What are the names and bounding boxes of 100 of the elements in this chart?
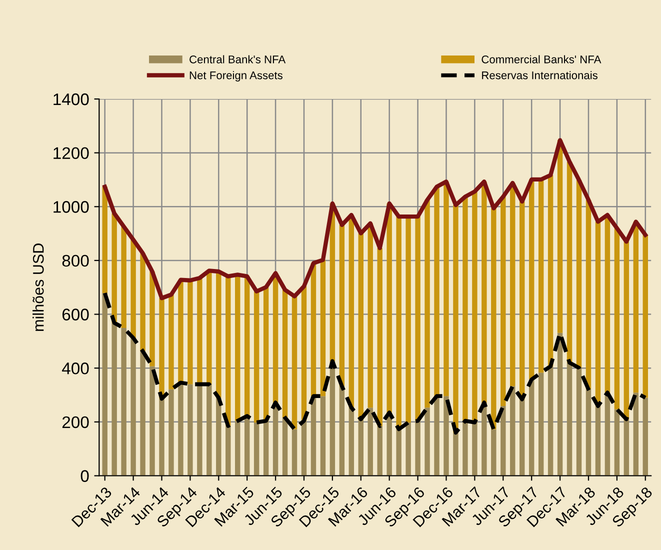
bar [528,179,534,380]
bar [292,429,298,476]
bar [254,422,260,476]
bar [377,248,382,426]
bar [244,276,250,416]
bar [130,240,136,338]
bar [140,253,146,352]
bar [301,420,307,476]
y-tick-label: 400 [62,362,89,374]
bar [178,382,184,476]
bar [348,408,354,476]
bar [566,162,572,363]
y-axis-title: milhões USD [32,244,44,331]
bar [453,432,458,476]
bar [159,298,164,399]
bar [415,216,420,421]
bar [188,280,193,384]
bar [102,186,108,294]
bar [320,260,326,396]
line-series [102,138,648,300]
bar [206,384,212,476]
bar [576,180,582,368]
bar [472,422,478,476]
bar [520,399,525,476]
bar [491,429,496,476]
bar [386,412,392,476]
bar [301,286,307,421]
bar [491,208,496,430]
bar [586,200,592,390]
bar [235,274,240,421]
bar [263,287,269,421]
bar [377,426,382,476]
bar [538,179,544,373]
bar [462,420,468,476]
bar [424,200,430,408]
bar [557,332,563,476]
bar [112,322,117,476]
bar [282,290,288,418]
bar [642,398,648,476]
bar [444,182,449,396]
bar [406,216,411,422]
bar [482,402,487,476]
bar [510,386,516,476]
bar [197,384,202,476]
bar [386,203,392,413]
y-tick-label: 800 [62,254,89,267]
bar [358,233,364,420]
bar [310,263,316,396]
bar [339,386,345,476]
bar [453,205,458,433]
bar [188,384,193,476]
y-tick-label: 200 [62,416,89,428]
legend-label: Reservas Internationais [482,71,598,80]
line-series [102,291,648,435]
bar [557,140,563,333]
y-tick-label: 0 [80,470,89,482]
bar [197,278,202,384]
bar [102,293,108,476]
bar [528,379,534,476]
bar [130,338,136,476]
bar [150,272,155,366]
bar [406,422,411,476]
bar [586,389,592,476]
bar [424,408,430,476]
bar [168,389,174,476]
bar [121,328,126,476]
bar [444,396,449,476]
bar [548,175,554,366]
bar [263,420,269,476]
bar [320,396,326,476]
bar [500,196,506,406]
bar [415,420,420,476]
bar [216,272,222,398]
bar [168,294,174,390]
bar [633,392,639,476]
legend-label: Net Foreign Assets [190,71,282,82]
bar [434,396,440,476]
bar [235,420,240,476]
bar [642,234,648,398]
bar [614,228,620,410]
bar [121,226,126,328]
y-tick-label: 1400 [54,93,89,106]
bar [624,242,630,420]
bar [624,419,630,476]
bar [472,192,478,422]
bar [595,406,601,476]
bar [576,368,582,476]
bar [462,196,468,421]
bar [339,224,345,386]
bar [178,280,184,383]
y-tick-label: 600 [62,308,89,320]
bar [282,418,288,476]
bar [396,429,402,476]
bar [482,182,487,403]
bar [206,270,212,384]
bar [112,213,117,323]
bar [292,296,298,430]
bar [434,186,440,396]
legend-label: Central Bank's NFA [190,55,286,64]
bar [140,351,146,476]
